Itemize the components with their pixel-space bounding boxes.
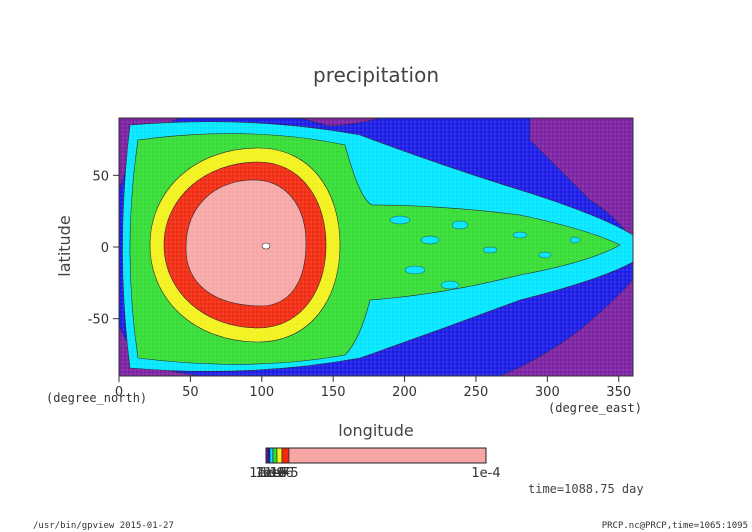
core-region <box>185 179 307 307</box>
x-tick-label: 350 <box>606 385 631 400</box>
y-tick-label: -50 <box>88 313 109 328</box>
colorbar-label: 1e-4 <box>471 466 500 481</box>
footer-right: PRCP.nc@PRCP,time=1065:1095 <box>602 521 748 531</box>
x-axis: 0 50 100 150 200 250 300 350 <box>115 376 631 400</box>
x-tick-label: 150 <box>321 385 346 400</box>
y-axis: -50 0 50 <box>88 169 119 328</box>
plot-area <box>119 118 633 376</box>
y-axis-title: latitude <box>55 215 74 276</box>
grid-lines <box>119 118 633 376</box>
x-axis-title: longitude <box>338 421 413 440</box>
colorbar-label: 1e-5 <box>269 466 298 481</box>
wave-streaks <box>389 215 581 290</box>
colorbar-segment <box>281 447 290 464</box>
colorbar-segment <box>269 447 274 464</box>
colorbar-segment <box>276 447 283 464</box>
colorbar-segment <box>272 447 278 464</box>
colorbar-label: 1e-7 <box>260 466 289 481</box>
colorbar-label: 1e-10 <box>249 466 287 481</box>
y-unit-label: (degree_north) <box>46 391 147 405</box>
footer-left: /usr/bin/gpview 2015-01-27 <box>33 521 174 531</box>
colorbar-label: 1e-9 <box>255 466 284 481</box>
colorbar-label: 1e-6 <box>264 466 293 481</box>
x-tick-label: 300 <box>535 385 560 400</box>
x-unit-label: (degree_east) <box>548 401 642 415</box>
x-tick-label: 250 <box>464 385 489 400</box>
colorbar-label: 1e-8 <box>257 466 286 481</box>
colorbar-frame <box>265 447 487 464</box>
time-annotation: time=1088.75 day <box>528 482 644 496</box>
x-tick-label: 100 <box>249 385 274 400</box>
x-tick-label: 50 <box>182 385 199 400</box>
y-tick-label: 50 <box>92 169 109 184</box>
x-tick-label: 200 <box>392 385 417 400</box>
y-tick-label: 0 <box>101 241 109 256</box>
chart-title: precipitation <box>313 63 439 87</box>
colorbar-segment <box>288 447 487 464</box>
x-tick-label: 0 <box>115 385 123 400</box>
